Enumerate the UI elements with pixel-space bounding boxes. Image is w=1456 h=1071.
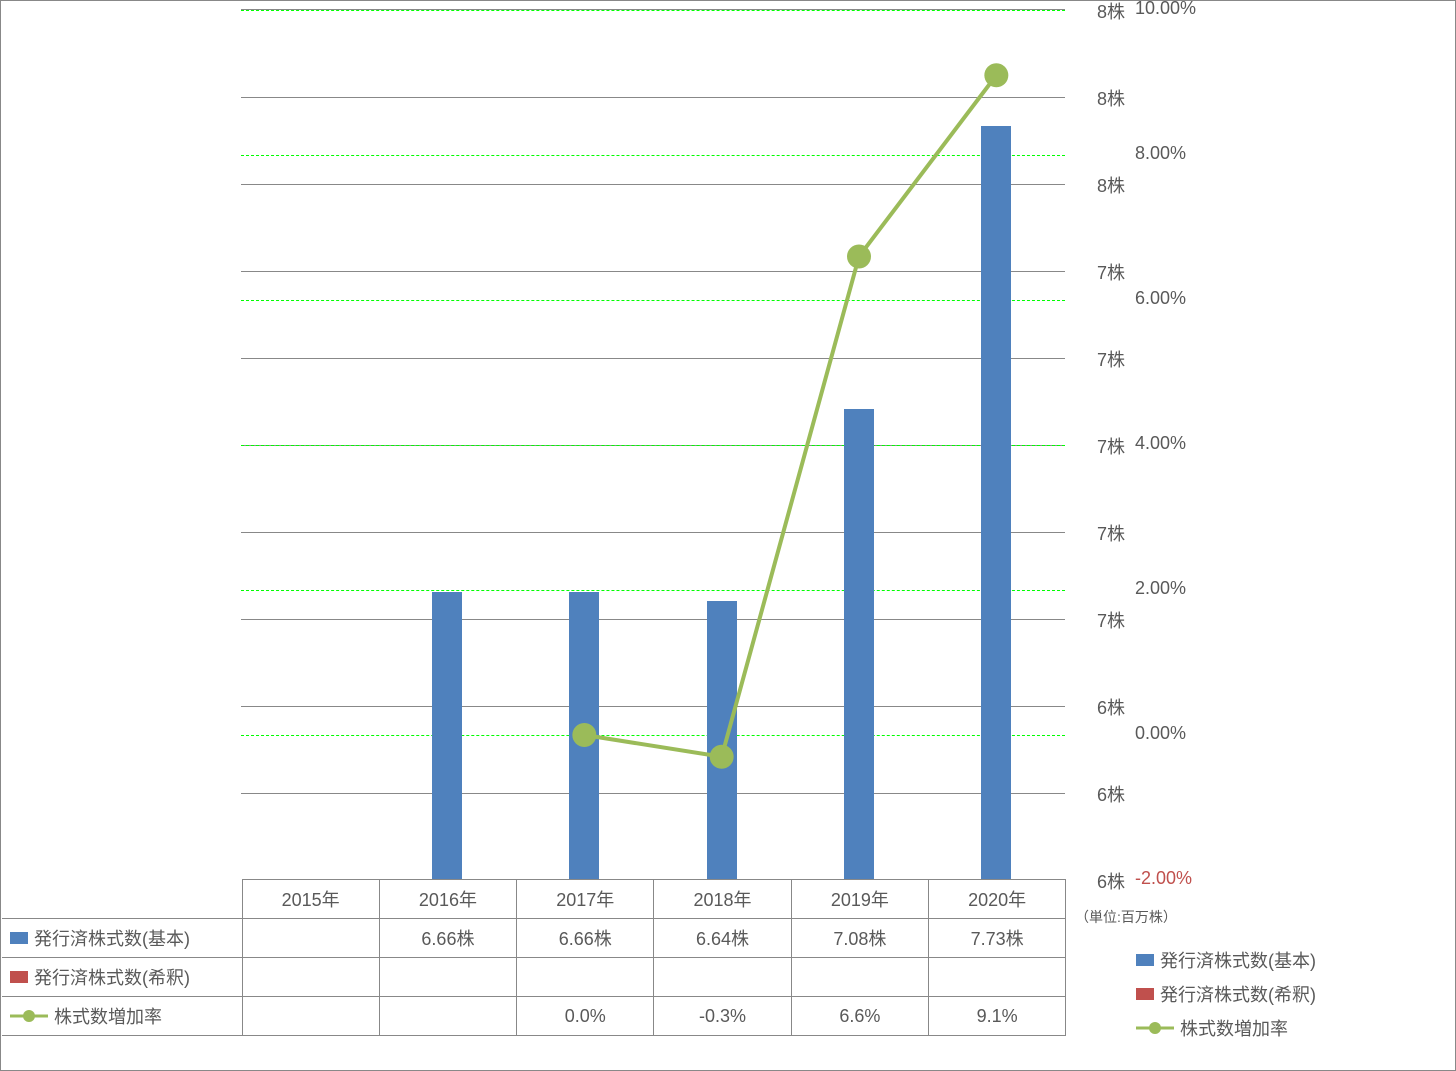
- legend-label: 発行済株式数(基本): [1160, 947, 1316, 973]
- table-cell: 7.08株: [791, 919, 928, 958]
- table-cell: [928, 958, 1065, 997]
- table-col-header: 2019年: [791, 880, 928, 919]
- right-axis-tick-label: -2.00%: [1135, 868, 1192, 889]
- left-axis-tick-label: 6株: [1075, 868, 1125, 894]
- table-cell: [242, 958, 379, 997]
- right-axis-tick-label: 4.00%: [1135, 433, 1186, 454]
- table-cell: -0.3%: [654, 997, 791, 1036]
- legend-label: 株式数増加率: [1180, 1015, 1288, 1041]
- table-corner: [2, 880, 242, 919]
- growth-line: [241, 10, 1065, 879]
- right-axis-tick-label: 2.00%: [1135, 578, 1186, 599]
- table-cell: [791, 958, 928, 997]
- left-axis-tick-label: 8株: [1075, 172, 1125, 198]
- data-table: 2015年2016年2017年2018年2019年2020年発行済株式数(基本)…: [2, 879, 1066, 1036]
- left-axis-tick-label: 8株: [1075, 0, 1125, 24]
- table-row-header: 発行済株式数(基本): [2, 919, 242, 958]
- left-axis-tick-label: 7株: [1075, 259, 1125, 285]
- table-row-header: 株式数増加率: [2, 997, 242, 1036]
- legend-item: 発行済株式数(基本): [1136, 943, 1316, 977]
- table-row-header: 発行済株式数(希釈): [2, 958, 242, 997]
- table-cell: 9.1%: [928, 997, 1065, 1036]
- table-col-header: 2016年: [379, 880, 516, 919]
- left-axis-tick-label: 8株: [1075, 85, 1125, 111]
- table-cell: [654, 958, 791, 997]
- legend-label: 発行済株式数(希釈): [1160, 981, 1316, 1007]
- table-cell: 6.66株: [379, 919, 516, 958]
- table-cell: 0.0%: [517, 997, 654, 1036]
- table-cell: 7.73株: [928, 919, 1065, 958]
- table-col-header: 2015年: [242, 880, 379, 919]
- table-cell: [379, 958, 516, 997]
- chart-container: 6株 6株 6株 7株 7株 7株 7株 7株 8株 8株 8株 -2.00% 0.00% 2.00% 4…: [0, 0, 1456, 1071]
- left-axis-tick-label: 7株: [1075, 433, 1125, 459]
- left-axis-tick-label: 7株: [1075, 607, 1125, 633]
- right-axis-tick-label: 8.00%: [1135, 143, 1186, 164]
- legend-item: 株式数増加率: [1136, 1011, 1316, 1045]
- left-axis-tick-label: 7株: [1075, 520, 1125, 546]
- left-axis-tick-label: 6株: [1075, 694, 1125, 720]
- plot-area: [241, 9, 1065, 879]
- legend-item: 発行済株式数(希釈): [1136, 977, 1316, 1011]
- table-cell: 6.66株: [517, 919, 654, 958]
- table-cell: 6.6%: [791, 997, 928, 1036]
- table-cell: [379, 997, 516, 1036]
- table-cell: 6.64株: [654, 919, 791, 958]
- table-cell: [517, 958, 654, 997]
- left-axis-tick-label: 7株: [1075, 346, 1125, 372]
- right-axis-tick-label: 0.00%: [1135, 723, 1186, 744]
- right-axis-tick-label: 10.00%: [1135, 0, 1196, 19]
- legend: 発行済株式数(基本) 発行済株式数(希釈) 株式数増加率: [1136, 943, 1316, 1045]
- table-cell: [242, 919, 379, 958]
- left-axis-tick-label: 6株: [1075, 781, 1125, 807]
- table-col-header: 2018年: [654, 880, 791, 919]
- axis-unit-label: （単位:百万株）: [1075, 907, 1177, 927]
- table-col-header: 2017年: [517, 880, 654, 919]
- table-cell: [242, 997, 379, 1036]
- table-col-header: 2020年: [928, 880, 1065, 919]
- right-axis-tick-label: 6.00%: [1135, 288, 1186, 309]
